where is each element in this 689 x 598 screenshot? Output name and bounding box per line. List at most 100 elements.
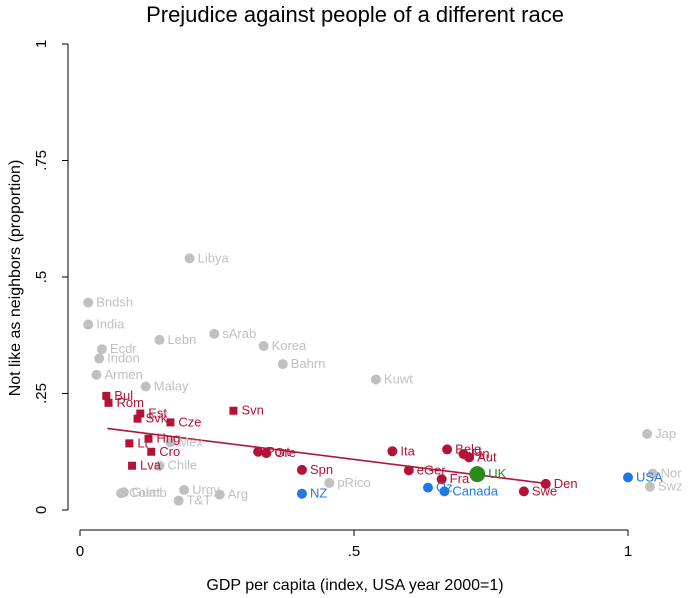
label-lva: Lva — [140, 458, 162, 473]
point-est — [136, 409, 145, 418]
label-gre: Gre — [274, 445, 296, 460]
y-ticks: 0 .25 .5 .75 1 — [33, 40, 68, 514]
label-indon: Indon — [107, 351, 140, 366]
label-chile: Chile — [167, 458, 197, 473]
label-swz: Swz — [658, 479, 683, 494]
point-bul — [102, 391, 111, 400]
label-usa: USA — [636, 469, 663, 484]
point-gre — [261, 448, 272, 459]
point-indon — [94, 353, 105, 364]
label-belg: Belg — [455, 441, 481, 456]
label-oz: Oz — [436, 480, 453, 495]
point-chile — [154, 460, 165, 471]
label-lt: Lt — [137, 435, 148, 450]
point-jap — [642, 429, 653, 440]
label-kuwt: Kuwt — [384, 372, 413, 387]
point-t-t — [173, 495, 184, 506]
x-tick-label: 1 — [624, 543, 632, 560]
label-arg: Arg — [228, 487, 248, 502]
point-aut — [464, 452, 475, 463]
label-lebn: Lebn — [167, 332, 196, 347]
y-tick-label: .25 — [33, 383, 50, 404]
label-nor: Nor — [661, 466, 683, 481]
label-uk: UK — [488, 466, 506, 481]
point-ita — [387, 446, 398, 457]
point-usa — [623, 472, 633, 483]
point-libya — [184, 253, 195, 264]
point-canada — [439, 486, 450, 497]
label-ita: Ita — [400, 443, 415, 458]
label-urgy: Urgy — [192, 482, 220, 497]
point-arg — [214, 489, 225, 500]
label-nz: NZ — [310, 486, 327, 501]
x-axis-title: GDP per capita (index, USA year 2000=1) — [206, 577, 503, 594]
y-tick-label: 0 — [33, 506, 50, 514]
label-est: Est — [148, 406, 167, 421]
data-points — [83, 253, 658, 506]
point-oz — [422, 482, 433, 493]
label-bndsh: Bndsh — [96, 295, 133, 310]
y-tick-label: 1 — [33, 40, 50, 48]
label-fin: Fin — [472, 446, 490, 461]
point-svk — [133, 414, 142, 423]
label-guat: Guat — [132, 484, 161, 499]
point-labels: Libya Bndsh India Lebn sArab Korea Bahrn Kuwt Ec… — [96, 250, 682, 507]
label-hng: Hng — [157, 431, 181, 446]
point-svn — [229, 406, 238, 415]
point-armen — [91, 369, 102, 380]
point-nz — [296, 488, 307, 499]
label-port: Port — [266, 444, 290, 459]
point-fra — [436, 474, 447, 485]
point-eger — [403, 465, 414, 476]
label-bahrn: Bahrn — [291, 356, 326, 371]
point-sarab — [209, 328, 220, 339]
label-rom: Rom — [116, 395, 143, 410]
point-india — [83, 319, 94, 330]
point-den — [540, 478, 551, 489]
point-port — [253, 446, 264, 457]
point-kuwt — [370, 374, 381, 385]
label-cro: Cro — [159, 444, 180, 459]
chart-title: Prejudice against people of a different … — [146, 2, 564, 27]
point-malay — [140, 381, 151, 392]
x-ticks: 0.5 1 — [76, 530, 632, 560]
point-cro — [147, 447, 156, 456]
label-korea: Korea — [272, 338, 307, 353]
point-uk — [469, 466, 486, 483]
label-swe: Swe — [532, 483, 557, 498]
label-den: Den — [554, 476, 578, 491]
point-rom — [104, 398, 113, 407]
point-hng — [144, 434, 153, 443]
y-tick-label: .75 — [33, 150, 50, 171]
label-aut: Aut — [477, 449, 497, 464]
point-ecdr — [96, 344, 107, 355]
point-bndsh — [83, 297, 94, 308]
label-cze: Cze — [178, 414, 201, 429]
point-spn — [296, 464, 307, 475]
label-sarab: sArab — [222, 326, 256, 341]
point-colmb — [116, 488, 127, 499]
label-armen: Armen — [104, 367, 142, 382]
label-eger: eGer — [417, 462, 447, 477]
point-urgy — [179, 484, 190, 495]
y-tick-label: .5 — [33, 271, 50, 284]
point-swz — [644, 481, 655, 492]
label-libya: Libya — [198, 250, 230, 265]
point-lebn — [154, 334, 165, 345]
label-t-t: T&T — [187, 493, 212, 508]
label-colmb: Colmb — [129, 485, 167, 500]
label-mex: Mex — [178, 434, 203, 449]
point-bahrn — [277, 359, 288, 370]
label-india: India — [96, 317, 125, 332]
point-cze — [166, 418, 175, 427]
point-lt — [125, 439, 134, 448]
label-svk: Svk — [146, 411, 168, 426]
point-lva — [128, 461, 137, 470]
point-prico — [324, 477, 335, 488]
point-mex — [165, 437, 176, 448]
point-korea — [258, 340, 269, 351]
point-swe — [518, 486, 529, 497]
label-bul: Bul — [114, 388, 133, 403]
x-tick-label: .5 — [348, 543, 361, 560]
